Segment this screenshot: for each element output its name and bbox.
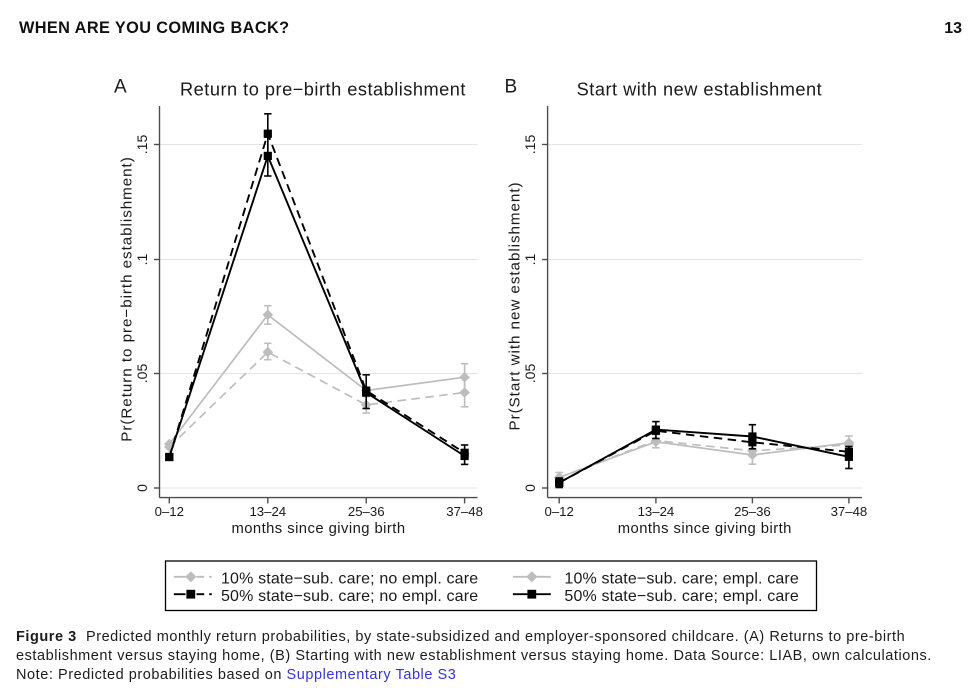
svg-text:0: 0 [134,484,150,492]
svg-text:months since giving birth: months since giving birth [231,521,405,537]
svg-text:Pr(Return to pre−birth establi: Pr(Return to pre−birth establishment) [119,156,136,441]
svg-text:Return to pre−birth establishm: Return to pre−birth establishment [180,79,466,99]
svg-text:.05: .05 [134,364,150,384]
svg-text:50% state−sub. care; empl. car: 50% state−sub. care; empl. care [564,588,799,605]
svg-text:37–48: 37–48 [831,504,868,519]
svg-text:25–36: 25–36 [348,504,385,519]
svg-text:10% state−sub. care; no empl.: 10% state−sub. care; no empl. care [221,571,478,588]
svg-text:.1: .1 [134,253,150,265]
svg-text:A: A [114,77,127,98]
svg-text:50% state−sub. care; no empl.: 50% state−sub. care; no empl. care [221,588,478,605]
svg-text:25–36: 25–36 [734,504,771,519]
svg-text:B: B [505,77,518,98]
svg-text:.15: .15 [134,135,150,155]
svg-text:10% state−sub. care; empl. car: 10% state−sub. care; empl. care [564,571,799,588]
svg-text:13–24: 13–24 [638,504,675,519]
svg-text:.1: .1 [522,253,538,265]
svg-text:.05: .05 [522,364,538,384]
svg-text:0–12: 0–12 [545,504,574,519]
svg-text:0–12: 0–12 [155,504,184,519]
svg-text:0: 0 [522,484,538,492]
svg-text:37–48: 37–48 [446,504,483,519]
svg-text:.15: .15 [522,135,538,155]
svg-text:Start with new establishment: Start with new establishment [577,79,823,99]
svg-text:13–24: 13–24 [249,504,286,519]
svg-text:Pr(Start with new establishmen: Pr(Start with new establishment) [507,181,524,430]
svg-text:months since giving birth: months since giving birth [618,521,792,537]
